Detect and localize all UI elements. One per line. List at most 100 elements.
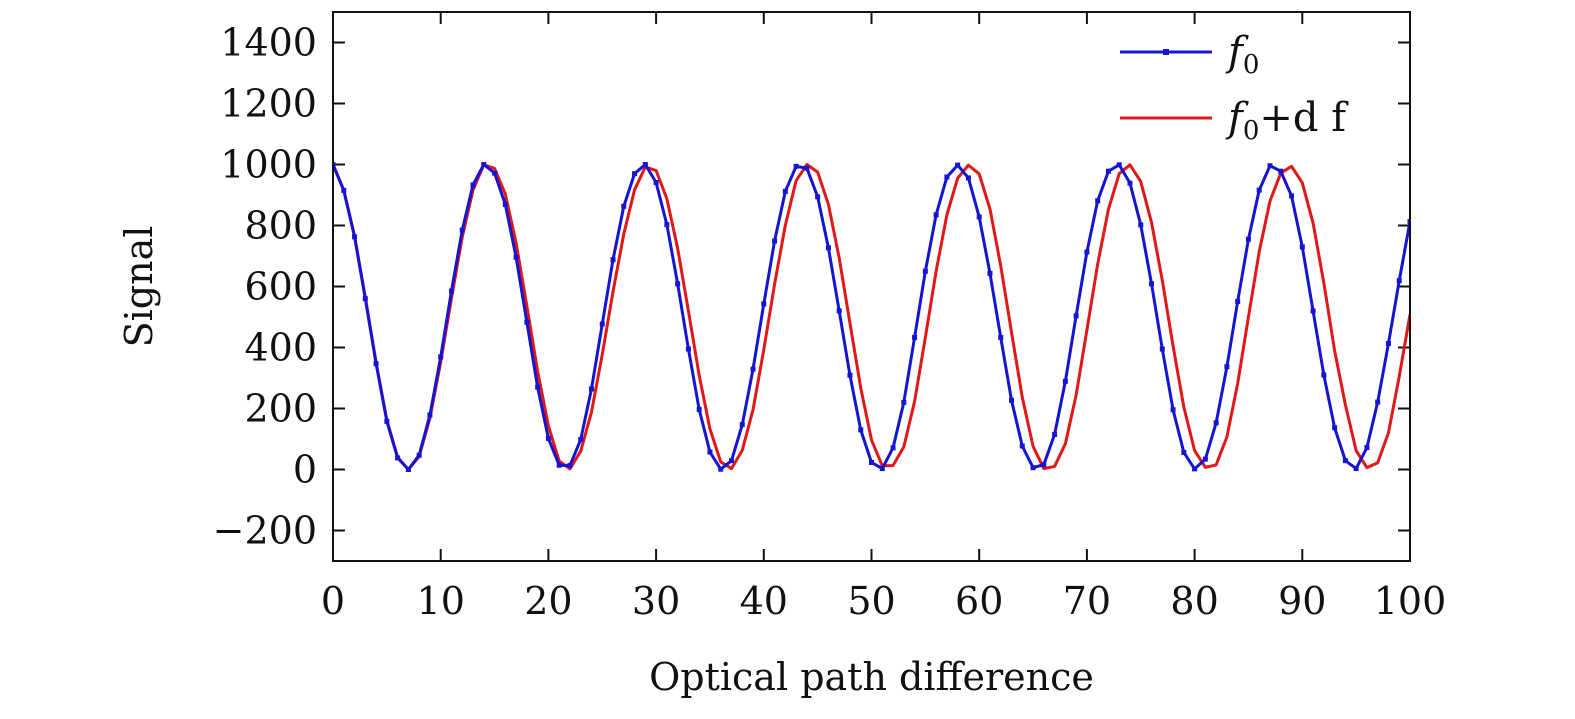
legend-label-rest: +d f <box>1259 95 1349 141</box>
data-point <box>998 334 1004 340</box>
x-tick-label: 60 <box>955 579 1003 623</box>
y-tick-label: 800 <box>244 204 317 248</box>
data-point <box>1138 222 1144 228</box>
data-point <box>1342 458 1348 464</box>
data-point <box>448 288 454 294</box>
data-point <box>481 162 487 167</box>
data-point <box>1213 420 1219 426</box>
data-point <box>879 466 885 472</box>
data-point <box>782 188 788 194</box>
data-point <box>1353 466 1359 472</box>
data-point <box>395 455 401 461</box>
data-point <box>362 296 368 302</box>
data-point <box>901 399 907 405</box>
data-point <box>664 222 670 228</box>
data-point <box>1052 431 1058 437</box>
data-point <box>470 182 476 188</box>
data-point <box>707 449 713 455</box>
legend-label: f0 <box>1225 29 1259 80</box>
y-tick-label: 1000 <box>220 143 317 187</box>
data-point <box>685 346 691 352</box>
data-point <box>1009 397 1015 403</box>
data-point <box>1407 219 1410 225</box>
x-tick-label: 70 <box>1063 579 1111 623</box>
series-layer <box>333 162 1410 472</box>
data-point <box>567 463 573 469</box>
data-point <box>1396 278 1402 284</box>
data-point <box>675 281 681 287</box>
axis-ticks <box>332 12 1411 561</box>
x-tick-label: 90 <box>1278 579 1326 623</box>
data-point <box>524 319 530 325</box>
y-tick-label: 0 <box>293 448 317 492</box>
data-point <box>384 418 390 424</box>
x-tick-label: 0 <box>321 579 345 623</box>
data-point <box>341 187 347 193</box>
data-point <box>502 201 508 207</box>
legend-item: f0+d f <box>1120 95 1349 146</box>
x-axis-title: Optical path difference <box>649 655 1094 699</box>
data-point <box>1030 465 1036 471</box>
data-point <box>1192 466 1198 472</box>
data-point <box>556 462 562 468</box>
data-point <box>1375 399 1381 405</box>
y-tick-label: 1400 <box>220 21 317 65</box>
data-point <box>976 214 982 220</box>
data-point <box>438 354 444 360</box>
y-tick-label: 1200 <box>220 82 317 126</box>
x-tick-label: 40 <box>740 579 788 623</box>
data-point <box>416 452 422 458</box>
data-point <box>772 238 778 244</box>
data-point <box>535 384 541 390</box>
data-point <box>653 179 659 185</box>
data-point <box>804 165 810 171</box>
x-tick-label: 10 <box>417 579 465 623</box>
data-point <box>1224 364 1230 370</box>
data-point <box>1289 193 1295 199</box>
y-tick-label: 200 <box>244 387 317 431</box>
data-point <box>1084 249 1090 255</box>
data-point <box>944 174 950 180</box>
x-tick-label: 30 <box>632 579 680 623</box>
data-point <box>869 459 874 465</box>
data-point <box>847 372 853 378</box>
data-point <box>599 321 605 327</box>
data-point <box>933 212 939 218</box>
data-point <box>793 163 799 169</box>
data-point <box>750 366 756 372</box>
data-point <box>1095 198 1101 204</box>
data-point <box>405 467 411 472</box>
y-tick-label: −200 <box>213 509 317 553</box>
data-point <box>1385 341 1391 347</box>
x-tick-label: 80 <box>1170 579 1218 623</box>
data-point <box>1245 236 1251 242</box>
data-point <box>333 162 336 167</box>
data-point <box>1105 168 1111 174</box>
data-point <box>1019 443 1025 449</box>
data-point <box>1256 187 1262 193</box>
data-point <box>1073 313 1079 319</box>
data-point <box>728 458 734 464</box>
data-point <box>427 412 433 418</box>
data-point <box>922 268 928 274</box>
data-point <box>459 227 465 233</box>
legend: f0 f0+d f <box>1120 29 1349 146</box>
data-point <box>1235 298 1241 304</box>
data-point <box>1041 462 1047 468</box>
legend-label-subscript: 0 <box>1243 116 1260 146</box>
data-point <box>1321 372 1327 378</box>
series-f0+df <box>333 163 1410 471</box>
y-tick-label: 400 <box>244 326 317 370</box>
data-point <box>642 162 648 167</box>
data-point <box>1364 445 1370 451</box>
data-point <box>1170 407 1176 413</box>
y-axis-title: Signal <box>117 226 161 348</box>
data-point <box>621 203 627 209</box>
data-point <box>578 437 584 443</box>
series-line <box>333 163 1410 471</box>
data-point <box>352 234 358 240</box>
data-point <box>1149 281 1155 287</box>
data-point <box>1299 244 1305 250</box>
data-point <box>696 406 702 412</box>
data-point <box>718 466 724 472</box>
